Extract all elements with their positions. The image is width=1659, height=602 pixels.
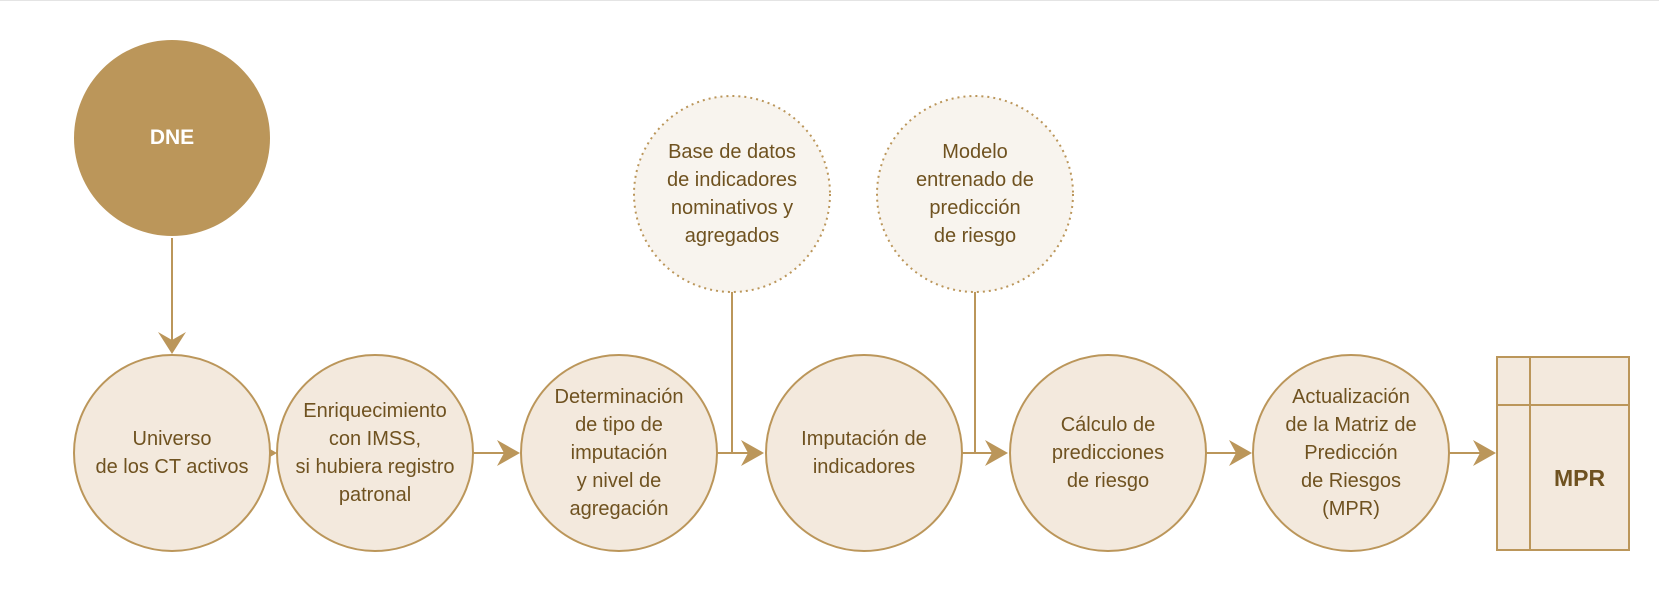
node-enriquecimiento-label: Enriquecimiento con IMSS, si hubiera reg… [295, 400, 455, 506]
mpr-table-icon [1496, 356, 1630, 551]
node-imputacion [765, 354, 963, 552]
node-modelo-label: Modelo entrenado de predicción de riesgo [916, 141, 1034, 247]
arrowhead-imputacion-to-calculo [985, 440, 1008, 466]
node-base-datos [633, 95, 831, 293]
arrowhead-actualizacion-to-mpr [1473, 440, 1496, 466]
node-actualizacion-label: Actualización de la Matriz de Predicción… [1285, 386, 1417, 520]
node-dne [74, 40, 270, 236]
node-universo-label: Universo de los CT activos [95, 428, 249, 478]
node-actualizacion [1252, 354, 1450, 552]
node-base-datos-label: Base de datos de indicadores nominativos… [666, 141, 798, 247]
node-dne-label: DNE [149, 126, 195, 149]
node-determinacion [520, 354, 718, 552]
node-imputacion-label: Imputación de indicadores [801, 428, 927, 478]
node-calculo-label: Cálculo de predicciones de riesgo [1051, 414, 1165, 492]
arrowhead-dne-to-universo [158, 332, 186, 354]
node-calculo [1009, 354, 1207, 552]
node-enriquecimiento [276, 354, 474, 552]
node-modelo [876, 95, 1074, 293]
mpr-label: MPR [1553, 464, 1606, 491]
arrowhead-enriquecimiento-to-determinacion [497, 440, 520, 466]
node-determinacion-label: Determinación de tipo de imputación y ni… [554, 386, 684, 520]
arrowhead-calculo-to-actualizacion [1229, 440, 1252, 466]
node-universo [73, 354, 271, 552]
arrowhead-determinacion-to-imputacion [741, 440, 764, 466]
top-border [0, 0, 1659, 1]
